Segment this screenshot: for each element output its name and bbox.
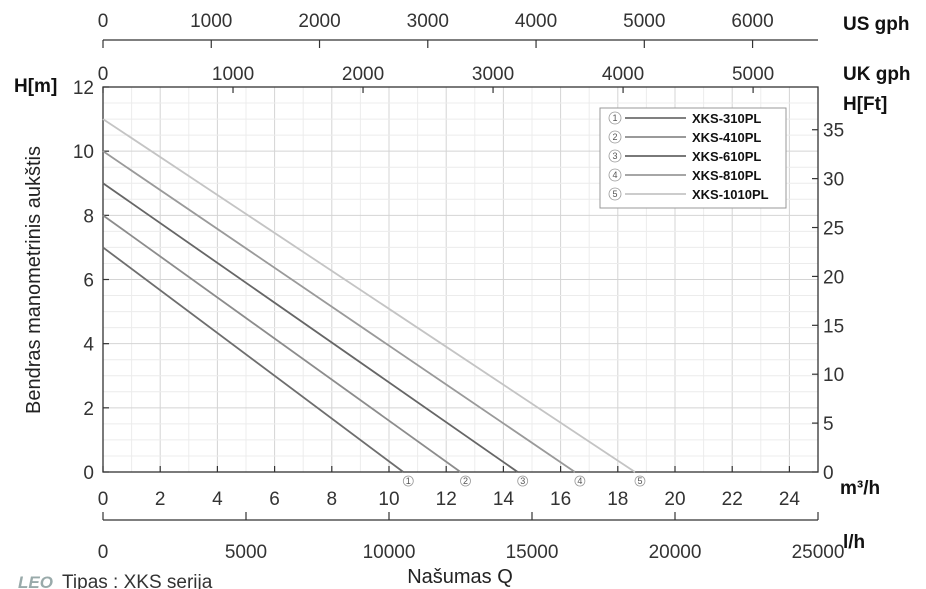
- x-tick-label-m3h: 2: [155, 489, 166, 510]
- x-tick-label-m3h: 4: [212, 489, 223, 510]
- brand-logo: LEO: [18, 573, 53, 589]
- legend-marker-label: 1: [612, 113, 617, 123]
- x-axis-title: Našumas Q: [407, 566, 513, 588]
- y-tick-label-m: 2: [83, 399, 94, 420]
- x-tick-label-m3h: 8: [327, 489, 338, 510]
- legend-marker: [608, 111, 622, 125]
- x-tick-label-usgph: 0: [98, 11, 109, 32]
- legend-box: [599, 107, 787, 209]
- y-left-unit: H[m]: [14, 76, 57, 97]
- m3h-unit: m³/h: [840, 478, 880, 499]
- legend-label: XKS-310PL: [692, 111, 761, 126]
- series-line-4: [102, 150, 576, 473]
- y-tick-label-ft: 10: [823, 365, 844, 386]
- x-tick-label-m3h: 12: [436, 489, 457, 510]
- y-tick-label-m: 8: [83, 206, 94, 227]
- legend: 1 XKS-310PL 2 XKS-410PL 3 XKS-610PL 4 XKS-810PL…: [599, 107, 787, 209]
- footer-type-label: Tipas : XKS serija: [62, 572, 213, 589]
- series-end-marker-label: 3: [520, 476, 525, 486]
- x-tick-label-m3h: 14: [493, 489, 515, 510]
- series-line-3: [102, 182, 519, 473]
- x-tick-label-m3h: 10: [378, 489, 399, 510]
- series-end-marker-label: 5: [637, 476, 642, 486]
- x-tick-label-usgph: 3000: [407, 11, 449, 32]
- x-tick-label-lh: 25000: [792, 542, 845, 563]
- uk-gph-unit: UK gph: [843, 64, 911, 85]
- series-end-marker-label: 4: [577, 476, 582, 486]
- series-end-marker: [574, 475, 586, 487]
- x-tick-label-lh: 15000: [506, 542, 559, 563]
- legend-marker: [608, 187, 622, 201]
- x-tick-label-m3h: 18: [607, 489, 628, 510]
- x-tick-label-m3h: 6: [269, 489, 280, 510]
- x-tick-label-usgph: 2000: [298, 11, 340, 32]
- x-tick-label-lh: 5000: [225, 542, 267, 563]
- legend-marker-label: 4: [612, 170, 617, 180]
- legend-label: XKS-1010PL: [692, 187, 769, 202]
- series-end-marker: [402, 475, 414, 487]
- series-end-marker-label: 1: [406, 476, 411, 486]
- x-tick-label-m3h: 24: [779, 489, 801, 510]
- us-gph-unit: US gph: [843, 14, 910, 35]
- legend-marker-label: 3: [612, 151, 617, 161]
- series-end-marker-label: 2: [463, 476, 468, 486]
- y-tick-label-m: 4: [83, 335, 94, 356]
- y-axis-title: Bendras manometrinis aukštis: [23, 146, 45, 414]
- legend-marker: [608, 149, 622, 163]
- y-tick-label-m: 0: [83, 463, 94, 484]
- y-tick-label-ft: 30: [823, 170, 844, 191]
- x-tick-label-ukgph: 3000: [472, 64, 514, 85]
- x-tick-label-lh: 10000: [363, 542, 416, 563]
- x-tick-label-ukgph: 1000: [212, 64, 254, 85]
- x-tick-label-lh: 0: [98, 542, 109, 563]
- y-tick-label-ft: 15: [823, 316, 844, 337]
- x-tick-label-usgph: 4000: [515, 11, 557, 32]
- series-lines: 1 2 3 4 5: [102, 118, 646, 487]
- y-tick-label-ft: 25: [823, 219, 844, 240]
- y-tick-label-ft: 35: [823, 121, 844, 142]
- legend-marker-label: 5: [612, 189, 617, 199]
- x-tick-label-ukgph: 2000: [342, 64, 384, 85]
- legend-marker: [608, 168, 622, 182]
- series-end-marker: [517, 475, 529, 487]
- x-tick-label-ukgph: 0: [98, 64, 109, 85]
- legend-label: XKS-610PL: [692, 149, 761, 164]
- series-end-marker: [634, 475, 646, 487]
- grid: [103, 87, 818, 472]
- legend-marker-label: 2: [612, 132, 617, 142]
- x-tick-label-m3h: 22: [722, 489, 743, 510]
- lh-unit: l/h: [843, 532, 865, 553]
- y-tick-label-m: 6: [83, 271, 94, 292]
- x-tick-label-usgph: 6000: [731, 11, 773, 32]
- x-tick-label-usgph: 5000: [623, 11, 665, 32]
- y-right-unit: H[Ft]: [843, 94, 887, 115]
- series-end-marker: [460, 475, 471, 487]
- series-line-2: [102, 214, 462, 473]
- y-tick-label-ft: 20: [823, 267, 844, 288]
- y-tick-label-m: 10: [73, 142, 94, 163]
- legend-marker: [608, 130, 622, 144]
- axes-ticks: 0 2 4 6 8 10 12 14 16 18 20 22 240 5000 10000 15000 2000…: [73, 11, 845, 563]
- x-tick-label-m3h: 0: [98, 489, 109, 510]
- x-tick-label-ukgph: 5000: [732, 64, 774, 85]
- x-tick-label-m3h: 16: [550, 489, 571, 510]
- x-tick-label-ukgph: 4000: [602, 64, 644, 85]
- legend-label: XKS-410PL: [692, 130, 761, 145]
- series-line-5: [102, 118, 636, 473]
- x-tick-label-lh: 20000: [649, 542, 702, 563]
- y-tick-label-ft: 5: [823, 414, 834, 435]
- y-tick-label-m: 12: [73, 78, 94, 99]
- x-tick-label-m3h: 20: [664, 489, 685, 510]
- y-tick-label-ft: 0: [823, 463, 834, 484]
- series-line-1: [102, 246, 404, 473]
- legend-label: XKS-810PL: [692, 168, 761, 183]
- x-tick-label-usgph: 1000: [190, 11, 232, 32]
